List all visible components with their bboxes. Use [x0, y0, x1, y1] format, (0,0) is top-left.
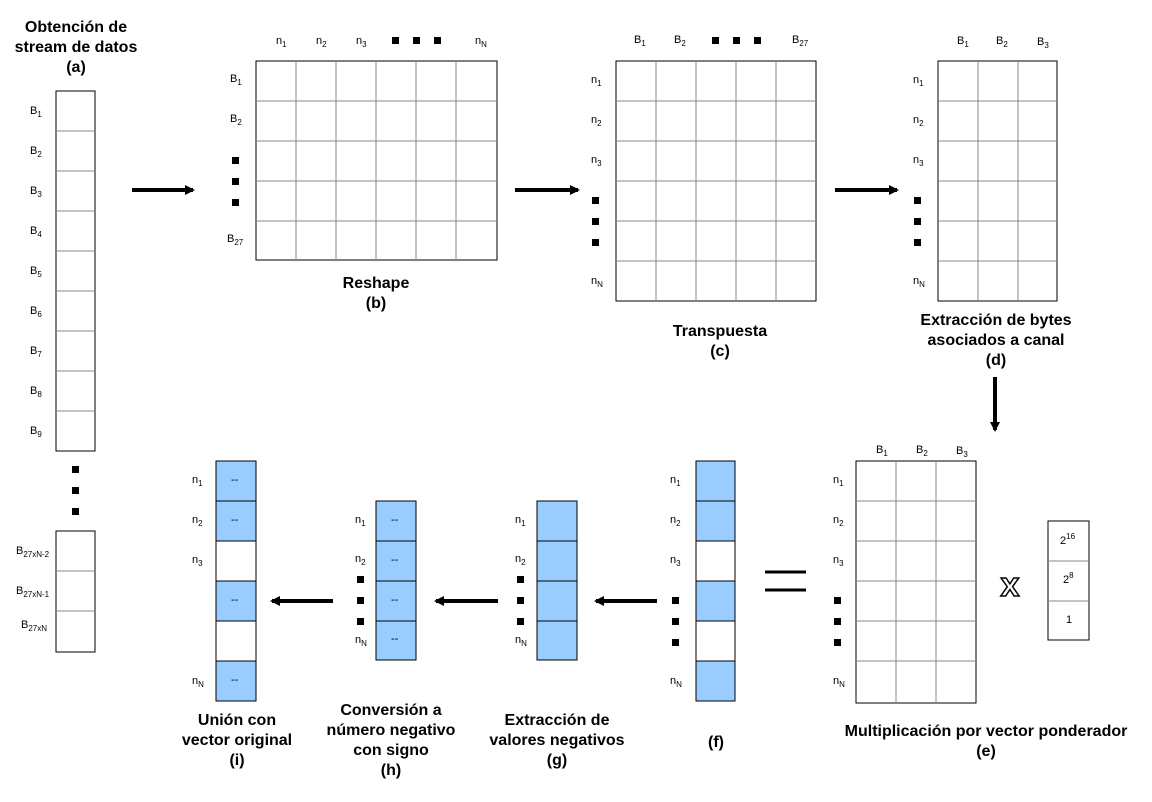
- vector-h-row-nn: nN: [355, 634, 367, 648]
- transpose-grid: [615, 60, 817, 302]
- vector-h: [375, 500, 417, 661]
- multiply-col-b2: B2: [916, 444, 928, 458]
- reshape-row-b27: B27: [227, 233, 244, 247]
- vector-i-row-n2: n2: [192, 514, 203, 528]
- channel-ellipsis: [914, 197, 921, 246]
- caption-g: Extracción de valores negativos (g): [489, 712, 625, 769]
- transpose-row-n2: n2: [591, 114, 602, 128]
- stream-label-b5: B5: [30, 265, 42, 279]
- multiply-row-n1: n1: [833, 474, 844, 488]
- stream-label-b1: B1: [30, 105, 42, 119]
- caption-c: Transpuesta (c): [672, 323, 768, 360]
- reshape-row-b1: B1: [230, 73, 242, 87]
- multiply-sign: x: [1000, 565, 1021, 605]
- transpose-row-n3: n3: [591, 154, 602, 168]
- vector-f-row-n1: n1: [670, 474, 681, 488]
- stream-label-b27xn-1: B27xN-1: [16, 585, 50, 599]
- stream-column-top: [55, 90, 96, 452]
- stream-ellipsis: [72, 466, 79, 515]
- reshape-grid: [255, 60, 498, 261]
- channel-row-nn: nN: [913, 275, 925, 289]
- vector-h-row-n2: n2: [355, 553, 366, 567]
- vector-i-dash-1: --: [231, 474, 239, 486]
- stream-label-b3: B3: [30, 185, 42, 199]
- vector-i-row-n3: n3: [192, 554, 203, 568]
- vector-g: [536, 500, 578, 661]
- channel-grid: [937, 60, 1058, 302]
- reshape-row-b2: B2: [230, 113, 242, 127]
- vector-i: [215, 460, 257, 702]
- multiply-ellipsis: [834, 597, 841, 646]
- channel-col-b1: B1: [957, 35, 969, 49]
- reshape-col-n1: n1: [276, 35, 287, 49]
- channel-col-b3: B3: [1037, 36, 1049, 50]
- weight-1: 1: [1066, 614, 1073, 626]
- vector-f: [695, 460, 736, 702]
- vector-h-row-n1: n1: [355, 514, 366, 528]
- vector-i-row-n1: n1: [192, 474, 203, 488]
- vector-g-row-n1: n1: [515, 514, 526, 528]
- caption-a: Obtención de stream de datos (a): [14, 19, 138, 76]
- vector-g-row-nn: nN: [515, 634, 527, 648]
- caption-h: Conversión a número negativo con signo (h): [326, 702, 456, 779]
- multiply-row-n2: n2: [833, 514, 844, 528]
- channel-col-b2: B2: [996, 35, 1008, 49]
- stream-label-b4: B4: [30, 225, 42, 239]
- stream-label-b7: B7: [30, 345, 42, 359]
- vector-i-row-nn: nN: [192, 675, 204, 689]
- vector-f-row-n3: n3: [670, 554, 681, 568]
- stream-label-b9: B9: [30, 425, 42, 439]
- equals-sign: [765, 570, 806, 592]
- multiply-row-n3: n3: [833, 554, 844, 568]
- reshape-col-n3: n3: [356, 35, 367, 49]
- transpose-col-b1: B1: [634, 34, 646, 48]
- transpose-row-n1: n1: [591, 74, 602, 88]
- vector-h-dash-1: --: [391, 514, 399, 526]
- vector-h-ellipsis: [357, 576, 364, 625]
- channel-row-n2: n2: [913, 114, 924, 128]
- vector-i-dash-4: --: [231, 594, 239, 606]
- transpose-col-b27: B27: [792, 34, 809, 48]
- vector-i-dash-6: --: [231, 674, 239, 686]
- caption-f: (f): [708, 734, 724, 751]
- caption-d: Extracción de bytes asociados a canal (d): [920, 312, 1072, 369]
- vector-g-ellipsis: [517, 576, 524, 625]
- stream-label-b2: B2: [30, 145, 42, 159]
- multiply-col-b1: B1: [876, 444, 888, 458]
- stream-label-b6: B6: [30, 305, 42, 319]
- transpose-ellipsis: [592, 37, 761, 246]
- weight-vector: [1047, 520, 1090, 641]
- reshape-col-nn: nN: [475, 35, 487, 49]
- channel-row-n3: n3: [913, 154, 924, 168]
- vector-f-row-nn: nN: [670, 675, 682, 689]
- transpose-row-nn: nN: [591, 275, 603, 289]
- vector-h-dash-3: --: [391, 594, 399, 606]
- vector-i-dash-2: --: [231, 514, 239, 526]
- stream-label-b27xn: B27xN: [21, 619, 48, 633]
- stream-label-b27xn-2: B27xN-2: [16, 545, 50, 559]
- multiply-row-nn: nN: [833, 675, 845, 689]
- weight-2-8: 28: [1063, 571, 1074, 587]
- vector-f-ellipsis: [672, 597, 679, 646]
- caption-i: Unión con vector original (i): [181, 712, 293, 769]
- multiply-grid: [855, 460, 977, 704]
- channel-row-n1: n1: [913, 74, 924, 88]
- svg-text:x: x: [1001, 566, 1020, 604]
- stream-column-bottom: [55, 530, 96, 653]
- multiply-col-b3: B3: [956, 445, 968, 459]
- vector-h-dash-2: --: [391, 554, 399, 566]
- weight-2-16: 216: [1060, 532, 1076, 548]
- vector-h-dash-4: --: [391, 633, 399, 645]
- vector-f-row-n2: n2: [670, 514, 681, 528]
- vector-g-row-n2: n2: [515, 553, 526, 567]
- caption-e: Multiplicación por vector ponderador (e): [844, 723, 1128, 760]
- reshape-ellipsis: [232, 37, 441, 206]
- reshape-col-n2: n2: [316, 35, 327, 49]
- transpose-col-b2: B2: [674, 34, 686, 48]
- stream-label-b8: B8: [30, 385, 42, 399]
- caption-b: Reshape (b): [342, 275, 410, 312]
